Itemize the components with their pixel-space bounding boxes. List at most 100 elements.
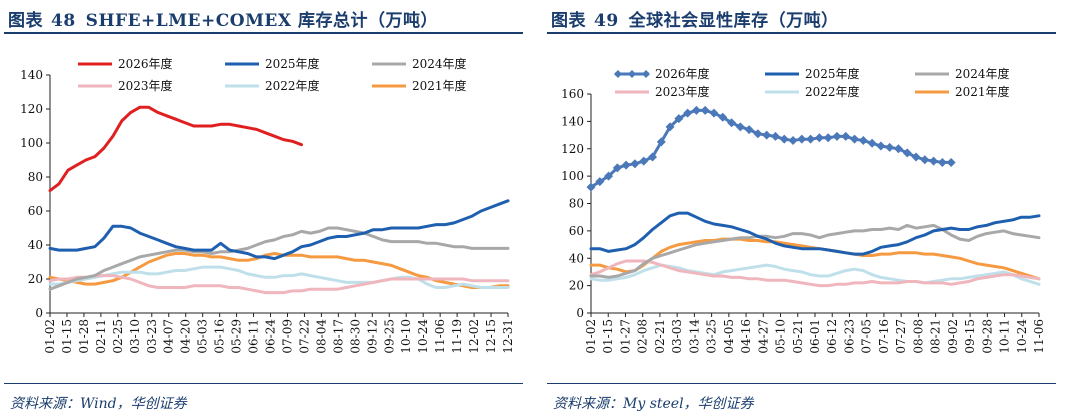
x-tick-label: 08-30 [348,319,362,354]
x-tick-label: 10-24 [416,319,430,354]
series-line [589,259,1041,288]
x-tick-label: 04-05 [722,319,736,354]
data-point [814,133,824,143]
x-tick-label: 09-02 [946,319,960,354]
data-point [797,134,807,144]
y-tick-label: 80 [28,170,43,184]
x-tick-label: 11-06 [433,319,447,354]
figure-title-text: SHFE+LME+COMEX 库存总计（万吨） [85,11,438,31]
x-tick-label: 02-11 [94,319,108,354]
series-line [48,274,510,295]
legend-item: 2021年度 [915,84,1010,99]
y-tick-label: 120 [20,102,43,116]
data-point [770,131,780,141]
y-tick-label: 100 [20,136,43,150]
x-tick-label: 05-16 [213,319,227,354]
data-point [604,171,614,181]
inventory-line-chart-48: 0 20 40 60 80 100 120 140 01-02 01-15 01-28 02-11 02… [20,56,515,354]
x-tick-label: 08-04 [314,319,328,354]
x-tick-label: 04-16 [739,319,753,354]
x-tick-label: 06-23 [842,319,856,354]
y-tick-label: 140 [20,68,43,82]
legend-item: 2023年度 [615,84,710,99]
series-line [48,252,510,289]
x-tick-label: 01-28 [77,319,91,354]
data-point [885,142,895,152]
y-tick-label: 0 [576,306,584,320]
y-tick-label: 60 [28,204,43,218]
legend-label: 2024年度 [955,66,1010,81]
x-tick-label: 06-01 [808,319,822,354]
x-tick-label: 01-27 [618,319,632,354]
legend-label: 2025年度 [805,66,860,81]
legend-item: 2023年度 [78,78,173,93]
x-tick-label: 07-09 [280,319,294,354]
source-rule [547,383,1056,384]
data-point [683,108,693,118]
data-point [858,136,868,146]
x-tick-label: 04-27 [756,319,770,354]
data-point [647,152,657,162]
figure-49-panel: 图表 49 全球社会显性库存（万吨） 0 20 40 60 80 100 120 140 160 01… [543,0,1066,419]
legend-label: 2022年度 [265,78,320,93]
x-tick-label: 10-24 [1015,319,1029,354]
figure-title-text: 全球社会显性库存（万吨） [628,11,839,31]
data-point [639,156,649,166]
x-tick-label: 03-10 [128,319,142,354]
series-line [589,237,1041,281]
legend-item: 2021年度 [372,78,467,93]
data-point [753,129,763,139]
data-point [788,136,798,146]
legend-item: 2025年度 [225,56,320,71]
data-point [691,105,701,115]
legend-item: 2025年度 [765,66,860,81]
x-tick-label: 08-17 [331,319,345,354]
data-point [893,144,903,154]
x-tick-label: 11-06 [1032,319,1046,354]
data-point [876,141,886,151]
x-tick-label: 03-03 [670,319,684,354]
x-tick-label: 04-20 [179,319,193,354]
x-tick-label: 01-15 [60,319,74,354]
x-tick-label: 03-14 [687,319,701,354]
data-point [902,148,912,158]
y-tick-label: 20 [569,279,584,293]
x-tick-label: 06-12 [825,319,839,354]
x-tick-label: 02-21 [653,319,667,354]
series-line [589,211,1041,256]
x-tick-label: 04-07 [162,319,176,354]
x-tick-label: 08-08 [911,319,925,354]
series-line [48,226,510,291]
x-tick-label: 08-21 [929,319,943,354]
legend-marker [614,70,622,78]
data-point [920,155,930,165]
data-point [850,134,860,144]
source-rule [4,383,523,384]
data-point [665,122,675,132]
legend-label: 2023年度 [118,78,173,93]
data-point [727,118,737,128]
data-point [762,130,772,140]
data-point [832,131,842,141]
data-point [867,138,877,148]
legend-item: 2024年度 [915,66,1010,81]
data-point [841,131,851,141]
legend-label: 2024年度 [412,56,467,71]
title-rule [547,32,1056,34]
y-tick-label: 160 [561,87,584,101]
figure-number: 48 [51,11,76,31]
x-tick-label: 07-16 [877,319,891,354]
series-line [589,223,1041,279]
title-rule [4,32,523,34]
x-tick-label: 05-29 [230,319,244,354]
x-tick-label: 05-21 [791,319,805,354]
legend-label: 2026年度 [118,56,173,71]
x-tick-label: 06-24 [264,319,278,354]
legend-label: 2025年度 [265,56,320,71]
x-tick-label: 09-12 [365,319,379,354]
x-tick-label: 10-11 [998,319,1012,354]
x-tick-label: 06-11 [247,319,261,354]
series-line [48,105,303,193]
data-point [735,122,745,132]
y-tick-label: 20 [28,272,43,286]
